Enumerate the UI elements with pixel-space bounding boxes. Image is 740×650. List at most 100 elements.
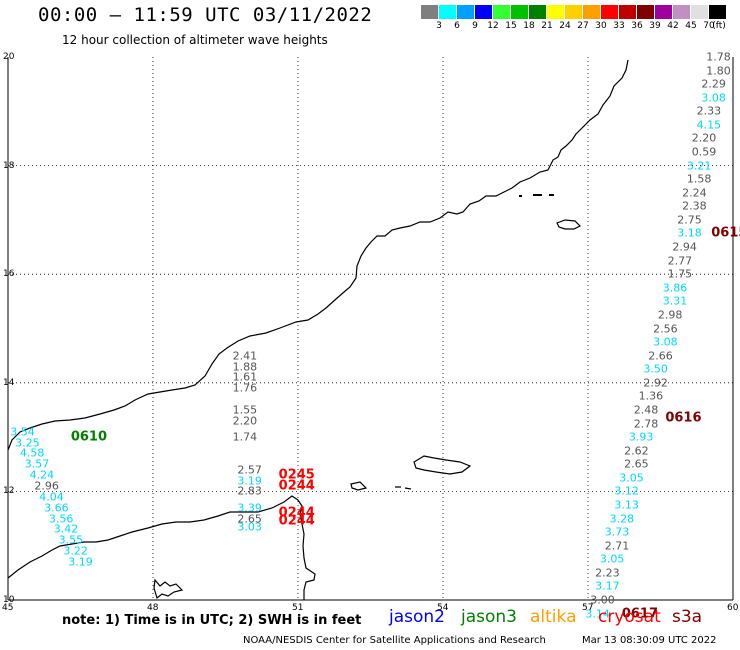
satellite-name-cryosat: cryosat	[598, 607, 661, 627]
wave-height-value: 1.55	[232, 403, 258, 417]
wave-height-value: 3.17	[595, 579, 620, 593]
lon-tick-label: 60	[727, 603, 739, 613]
legend-value: 39	[649, 21, 661, 31]
wave-height-value: 2.98	[657, 308, 683, 322]
legend-swatch	[583, 5, 600, 19]
wave-height-value: 3.19	[237, 474, 262, 488]
legend-value: 42	[667, 21, 679, 31]
legend-swatch	[691, 5, 708, 19]
wave-height-value: 3.50	[643, 362, 668, 376]
pass-time-label: 0245	[278, 467, 315, 483]
legend-value: 15	[505, 21, 517, 31]
satellite-name-jason3: jason3	[461, 607, 517, 627]
wave-height-value: 3.08	[653, 335, 678, 349]
coastline-kuria-muria	[519, 194, 554, 197]
wave-height-value: 2.96	[34, 479, 59, 493]
legend-swatch	[457, 5, 474, 19]
wave-height-value: 2.33	[696, 104, 722, 118]
wave-height-value: 4.58	[19, 446, 45, 460]
coastline-masirah	[556, 219, 582, 230]
wave-height-value: 1.74	[232, 430, 258, 444]
wave-height-value: 2.65	[237, 512, 262, 526]
wave-height-value: 2.71	[604, 539, 630, 553]
pass-time-label: 0617	[621, 606, 659, 622]
footer-credit: NOAA/NESDIS Center for Satellite Applica…	[243, 635, 546, 646]
wave-height-value: 4.04	[39, 490, 64, 504]
legend-value: 12	[487, 21, 499, 31]
legend-value: 33	[613, 21, 625, 31]
wave-height-value: 1.88	[232, 360, 258, 373]
wave-height-value: 1.75	[667, 267, 693, 281]
wave-height-value: 3.25	[15, 436, 40, 450]
pass-time-label: 0615	[711, 225, 740, 241]
coastline-somali-fragment	[153, 578, 184, 600]
lon-tick-label: 45	[2, 603, 14, 613]
lon-tick-label: 54	[437, 603, 449, 613]
lat-tick-label: 18	[3, 160, 15, 171]
wave-height-value: 3.28	[609, 512, 635, 526]
wave-height-value: 4.15	[696, 118, 722, 132]
map-subtitle: 12 hour collection of altimeter wave hei…	[62, 33, 328, 47]
satellite-name-altika: altika	[530, 607, 577, 627]
wave-height-value: 2.20	[691, 131, 717, 145]
wave-height-value: 2.24	[682, 186, 707, 200]
wave-height-value: 1.58	[686, 172, 712, 186]
legend-swatch	[529, 5, 546, 19]
satellite-name-jason2: jason2	[389, 607, 445, 627]
legend-value: 24	[559, 21, 571, 31]
wave-height-value: 3.03	[237, 520, 262, 534]
lat-tick-label: 20	[3, 52, 15, 62]
wave-height-value: 3.14	[585, 607, 610, 621]
wave-height-value: 2.66	[648, 349, 673, 363]
lat-tick-label: 10	[3, 595, 15, 605]
legend-swatch	[493, 5, 510, 19]
wave-height-value: 1.78	[706, 50, 731, 64]
wave-height-value: 3.13	[614, 498, 639, 512]
wave-height-value: 3.21	[686, 159, 712, 173]
wave-height-value: 3.57	[24, 457, 50, 471]
wave-height-value: 3.39	[237, 501, 262, 515]
wave-height-value: 2.77	[667, 254, 693, 268]
legend-swatch	[709, 5, 726, 19]
wave-height-value: 3.22	[63, 544, 88, 558]
wave-height-value: 2.41	[232, 349, 258, 363]
pass-time-label: 0616	[665, 410, 702, 426]
lon-tick-label: 57	[582, 603, 594, 613]
pass-time-label: 0244	[278, 513, 315, 529]
wave-height-value: 2.75	[677, 213, 702, 227]
wave-height-value: 2.78	[633, 417, 659, 431]
legend-value: 18	[523, 21, 535, 31]
wave-height-value: 3.73	[604, 525, 630, 539]
legend-value: 30	[595, 21, 607, 31]
lon-tick-label: 48	[147, 603, 159, 613]
wave-height-value: 0.59	[691, 145, 717, 159]
legend-swatch	[655, 5, 672, 19]
wave-height-value: 3.31	[662, 294, 688, 308]
wave-height-value: 2.62	[624, 444, 649, 458]
wave-height-value: 3.54	[10, 425, 35, 439]
legend-swatch	[439, 5, 456, 19]
footer-note: note: 1) Time is in UTC; 2) SWH is in fe…	[62, 613, 362, 628]
wave-height-value: 3.42	[53, 522, 79, 536]
wave-height-value: 3.86	[662, 281, 688, 295]
coastline-arabia	[7, 59, 629, 451]
wave-height-value: 2.92	[643, 376, 668, 390]
legend-value: 21	[541, 21, 553, 31]
wave-height-value: 2.29	[701, 77, 726, 91]
wave-height-value: 3.05	[599, 552, 625, 566]
pass-time-label: 0610	[70, 429, 108, 445]
graticule	[7, 57, 734, 601]
wave-height-value: 2.65	[624, 457, 649, 471]
wave-height-value: 3.12	[614, 484, 639, 498]
wave-height-value: 3.66	[44, 501, 69, 515]
wave-height-value: 2.56	[653, 322, 678, 335]
legend-swatch	[619, 5, 636, 19]
legend-value: 9	[472, 21, 478, 31]
coastline-socotra-islets	[350, 481, 412, 491]
legend-swatch	[673, 5, 690, 19]
lat-tick-label: 12	[3, 486, 15, 497]
legend-swatch	[637, 5, 654, 19]
wave-height-value: 1.61	[232, 370, 258, 384]
lat-tick-label: 16	[3, 269, 15, 280]
